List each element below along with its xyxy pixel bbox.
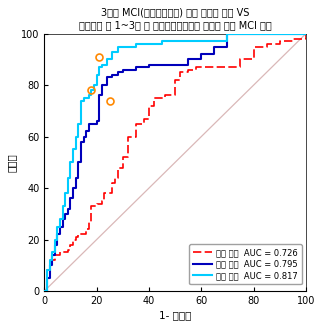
Y-axis label: 민감도: 민감도 <box>7 153 17 172</box>
Title: 3년간 MCI(경도인지장애) 상태 유지한 환자 VS
기저평가 후 1~3년 내 알츠하이머병으로 전환한 초기 MCI 환자: 3년간 MCI(경도인지장애) 상태 유지한 환자 VS 기저평가 후 1~3년… <box>79 7 271 30</box>
X-axis label: 1- 특이도: 1- 특이도 <box>159 310 191 320</box>
Legend: 해마 용적  AUC = 0.726, 해마 질감  AUC = 0.795, 복합 질감  AUC = 0.817: 해마 용적 AUC = 0.726, 해마 질감 AUC = 0.795, 복합… <box>189 244 302 284</box>
